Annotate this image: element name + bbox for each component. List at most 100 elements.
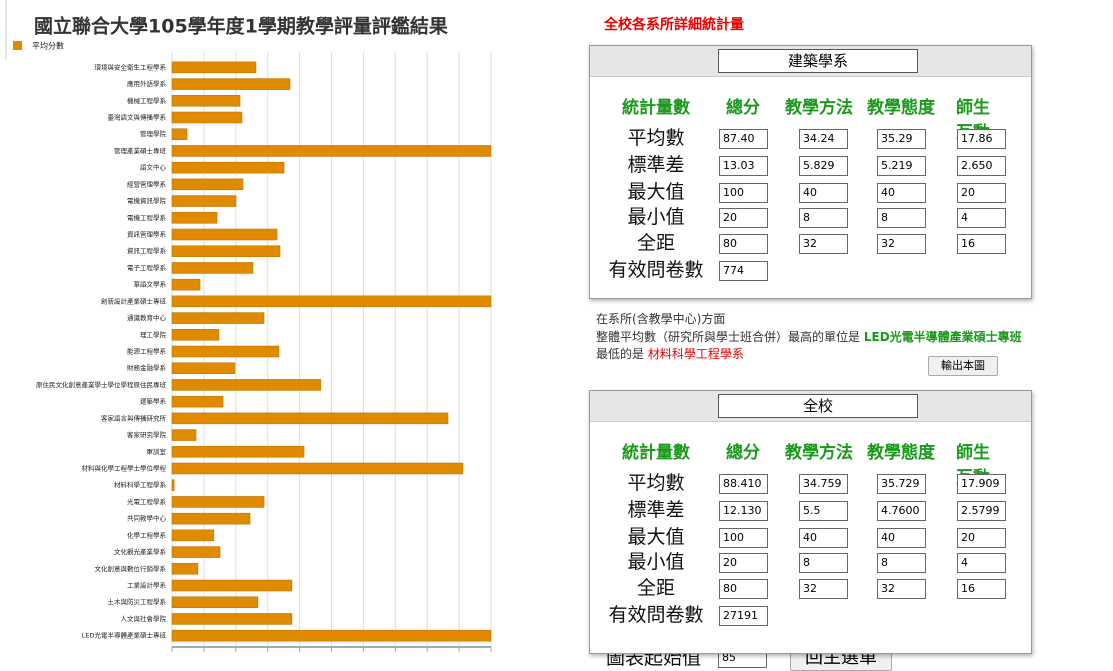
y-tick-label: 光電工程學系: [127, 497, 167, 506]
value-box: 13.03: [719, 156, 768, 176]
summary-text: 最低的是: [596, 347, 645, 361]
bar: [171, 613, 293, 625]
bar: [171, 596, 259, 608]
y-tick-label: 理工學院: [140, 330, 167, 339]
y-tick-label: 電子工程學系: [127, 263, 167, 272]
value-box: 5.5: [799, 501, 848, 521]
bar: [171, 496, 265, 508]
bar: [171, 395, 224, 408]
bar: [171, 379, 322, 391]
bar: [171, 329, 220, 341]
value-box: 2.650: [957, 156, 1006, 176]
row-label: 有效問卷數: [608, 259, 704, 281]
bar: [171, 61, 257, 74]
y-tick-label: LED光電半導體產業碩士專班: [82, 631, 167, 640]
y-tick-label: 語文中心: [140, 163, 167, 172]
value-box: 16: [957, 579, 1006, 599]
y-tick-label: 電機工程學系: [127, 213, 167, 222]
y-tick-label: 管理產業碩士專班: [114, 146, 167, 155]
value-box: 40: [799, 183, 848, 203]
column-header: 總分: [726, 98, 760, 118]
row-label: 最大值: [627, 526, 685, 548]
value-box: 35.729: [877, 474, 926, 494]
value-box: 40: [799, 528, 848, 548]
y-tick-label: 客家語言與傳播研究所: [101, 413, 167, 422]
legend-swatch: [13, 41, 22, 50]
value-box: 20: [957, 183, 1006, 203]
y-tick-label: 軍訓室: [147, 447, 167, 456]
y-tick-label: 客家研究學院: [127, 430, 167, 439]
highest-unit: LED光電半導體產業碩士專班: [863, 330, 1022, 344]
column-header: 教學態度: [867, 98, 935, 118]
value-box: 80: [719, 234, 768, 254]
row-label: 全距: [636, 577, 676, 599]
value-box: 20: [957, 528, 1006, 548]
value-box: 32: [799, 579, 848, 599]
y-tick-label: 華語文學系: [134, 280, 167, 289]
value-box: 100: [719, 183, 768, 203]
panel-header: 建築學系: [590, 46, 1031, 77]
bar: [171, 145, 492, 157]
bar: [171, 278, 201, 291]
y-tick-label: 原住民文化創意產業學士學位學程原住民專班: [36, 380, 167, 389]
stats-title: 全校各系所詳細統計量: [604, 17, 744, 33]
y-tick-label: 化學工程學系: [127, 530, 167, 539]
bar: [171, 362, 236, 374]
y-tick-label: 文化觀光產業學系: [114, 547, 167, 556]
y-tick-label: 建築學系: [140, 397, 167, 406]
value-box: 87.40: [719, 129, 768, 149]
summary-text: 整體平均數（研究所與學士班合併）最高的單位是: [596, 330, 861, 344]
bar: [171, 295, 492, 308]
y-tick-label: 材料科學工程學系: [114, 480, 167, 489]
value-box: 20: [719, 208, 768, 228]
bar: [171, 245, 281, 257]
row-label: 平均數: [627, 127, 685, 149]
export-button[interactable]: 輸出本圖: [928, 356, 998, 376]
value-box: 32: [877, 579, 926, 599]
bar: [171, 412, 449, 425]
summary-line1: 在系所(含教學中心)方面: [596, 312, 726, 326]
value-box: 5.829: [799, 156, 848, 176]
y-tick-label: 人文與社會學院: [121, 614, 167, 623]
value-box: 34.24: [799, 129, 848, 149]
unit-select[interactable]: 全校: [718, 394, 918, 418]
value-box: 40: [877, 528, 926, 548]
value-box: 27191: [719, 606, 768, 626]
bar: [171, 195, 237, 207]
column-header: 總分: [726, 443, 760, 463]
value-box: 4: [957, 208, 1006, 228]
row-label: 最小值: [627, 551, 685, 573]
bar: [171, 446, 305, 458]
bar: [171, 111, 243, 124]
bar: [171, 563, 199, 575]
chart: 國立聯合大學105學年度1學期教學評量評鑑結果 平均分數 環境與安全衛生工程學系…: [5, 0, 492, 652]
value-box: 2.5799: [957, 501, 1006, 521]
bar: [171, 128, 188, 140]
unit-select[interactable]: 建築學系: [718, 49, 918, 73]
value-box: 8: [877, 208, 926, 228]
y-tick-label: 機械工程學系: [127, 96, 167, 105]
bar: [171, 228, 278, 241]
value-box: 80: [719, 579, 768, 599]
value-box: 17.86: [957, 129, 1006, 149]
chart-title: 國立聯合大學105學年度1學期教學評量評鑑結果: [34, 15, 448, 38]
row-label: 標準差: [627, 499, 685, 521]
y-tick-label: 電機資訊學院: [127, 196, 167, 205]
bar: [171, 262, 254, 274]
y-tick-label: 能源工程學系: [127, 347, 167, 356]
value-box: 40: [877, 183, 926, 203]
bar: [171, 161, 285, 174]
bar: [171, 78, 291, 90]
value-box: 12.130: [719, 501, 768, 521]
value-box: 35.29: [877, 129, 926, 149]
bar: [171, 312, 265, 324]
bar: [171, 95, 241, 107]
y-tick-label: 材料與化學工程學士學位學程: [82, 464, 167, 473]
y-tick-label: 創新設計產業碩士專班: [101, 296, 167, 305]
value-box: 17.909: [957, 474, 1006, 494]
legend-label: 平均分數: [32, 41, 64, 51]
y-tick-label: 管理學院: [140, 129, 167, 138]
summary-line2: 整體平均數（研究所與學士班合併）最高的單位是 LED光電半導體產業碩士專班: [596, 328, 1022, 345]
bar: [171, 629, 492, 642]
